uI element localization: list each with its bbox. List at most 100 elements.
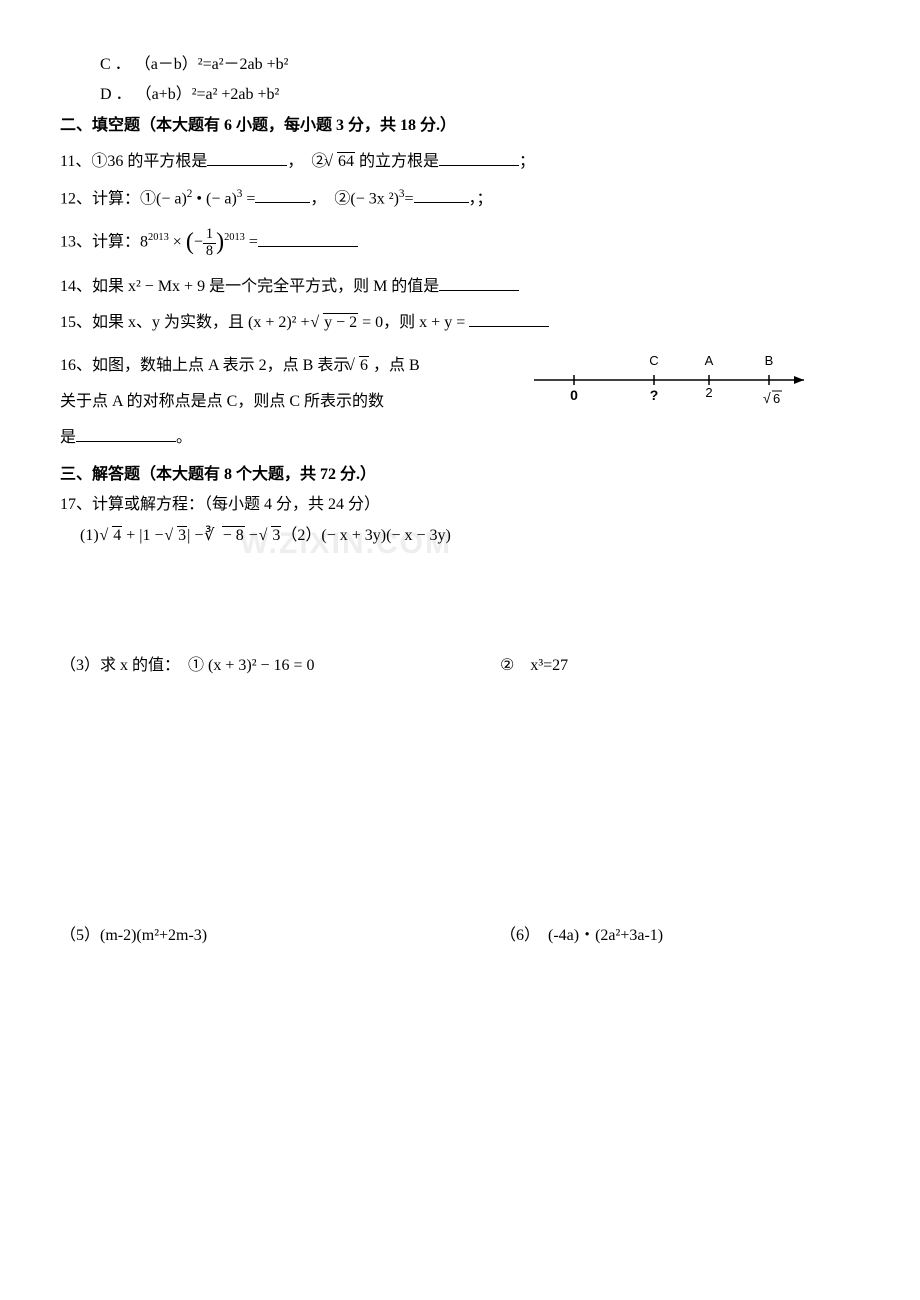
q12-eq1: = — [242, 190, 255, 207]
q16-line3b: 。 — [176, 429, 192, 446]
option-c: C ． （a－b）²=a²－2ab +b² — [100, 50, 860, 80]
option-c-expr: （a－b）²=a²－2ab +b² — [135, 56, 289, 73]
neg: − — [194, 234, 203, 251]
cbrt-val: − 8 — [222, 526, 245, 544]
sqrt4: 4 — [112, 526, 122, 544]
p2-label: （2） — [281, 527, 321, 544]
q11-tail: ； — [519, 153, 535, 170]
label-b: B — [765, 353, 774, 368]
blank — [439, 274, 519, 291]
q12-expr1b: • (− a) — [192, 190, 236, 207]
q17-p3: （3）求 x 的值： ① (x + 3)² − 16 = 0 — [60, 651, 500, 681]
p2-expr: (− x + 3y)(− x − 3y) — [321, 527, 450, 544]
spacer — [60, 681, 860, 921]
q16-line1b: ，点 B — [369, 357, 420, 374]
question-16-row: 16、如图，数轴上点 A 表示 2，点 B 表示 6 ，点 B 关于点 A 的对称… — [60, 345, 860, 460]
q16-line1a: 16、如图，数轴上点 A 表示 2，点 B 表示 — [60, 357, 349, 374]
q12-prefix: 12、计算：① — [60, 190, 156, 207]
q17-row1: W.ZIXIN.COM (1) 4 + |1 − 3| − − 8 − 3 （2… — [60, 521, 860, 551]
q13-prefix: 13、计算： — [60, 234, 140, 251]
sqrt3: 3 — [177, 526, 187, 544]
q17-p2: （2）(− x + 3y)(− x − 3y) — [281, 521, 860, 551]
q12-expr2: (− 3x ²) — [350, 190, 398, 207]
sqrt-icon: 3 — [168, 521, 188, 551]
q12-eq2: = — [405, 190, 414, 207]
tick-0: 0 — [570, 387, 578, 403]
blank — [255, 186, 310, 203]
label-a: A — [705, 353, 714, 368]
cbrt-icon: − 8 — [207, 521, 244, 551]
arrow-icon — [794, 376, 804, 384]
sqrt-val: 64 — [337, 152, 355, 170]
q15-mid: = 0，则 x + y = — [358, 314, 469, 331]
sqrt3b: 3 — [271, 526, 281, 544]
question-15: 15、如果 x、y 为实数，且 (x + 2)² + y − 2 = 0，则 x… — [60, 308, 860, 338]
option-d: D ． （a+b）²=a² +2ab +b² — [100, 80, 860, 110]
sqrt-icon: y − 2 — [314, 308, 359, 338]
question-13: 13、计算：82013 × (−18)2013 = — [60, 220, 860, 266]
q16-line3: 是。 — [60, 423, 524, 453]
p3b-label: ② x³=27 — [500, 657, 568, 674]
sqrt-icon: 64 — [327, 147, 355, 177]
q15-prefix: 15、如果 x、y 为实数，且 (x + 2)² + — [60, 314, 314, 331]
p3-expr: (x + 3)² − 16 = 0 — [204, 657, 315, 674]
q14-prefix: 14、如果 x² − Mx + 9 是一个完全平方式，则 M 的值是 — [60, 278, 439, 295]
sqrt-icon: 3 — [262, 521, 282, 551]
lparen-icon: ( — [186, 229, 194, 255]
q13-eq: = — [245, 234, 258, 251]
q17-p5: （5）(m-2)(m²+2m-3) — [60, 921, 500, 951]
q12-mid: ， ② — [310, 190, 350, 207]
q13-times: × — [169, 234, 186, 251]
rparen-icon: ) — [216, 229, 224, 255]
fraction: 18 — [203, 227, 216, 260]
question-17-header: 17、计算或解方程：（每小题 4 分，共 24 分） — [60, 490, 860, 520]
question-12: 12、计算：①(− a)2 • (− a)3 =， ②(− 3x ²)3=，； — [60, 184, 860, 215]
p5-label: （5）(m-2)(m²+2m-3) — [60, 927, 207, 944]
frac-num: 1 — [203, 227, 216, 244]
blank — [469, 310, 549, 327]
question-16: 16、如图，数轴上点 A 表示 2，点 B 表示 6 ，点 B — [60, 351, 524, 381]
q17-p6: （6） (-4a)・(2a²+3a-1) — [500, 921, 860, 951]
section-2-header: 二、填空题（本大题有 6 小题，每小题 3 分，共 18 分.） — [60, 111, 860, 141]
question-11: 11、①36 的平方根是 ， ② 64 的立方根是 ； — [60, 147, 860, 177]
p6-label: （6） (-4a)・(2a²+3a-1) — [500, 927, 663, 944]
frac-den: 8 — [203, 244, 216, 260]
blank — [207, 149, 287, 166]
q13-base: 8 — [140, 234, 148, 251]
tick-sqrt6-val: 6 — [773, 391, 780, 406]
blank — [76, 425, 176, 442]
tick-sqrt6: √ — [763, 390, 771, 406]
question-14: 14、如果 x² − Mx + 9 是一个完全平方式，则 M 的值是 — [60, 272, 860, 302]
abs-l: |1 − — [139, 527, 167, 544]
q17-p1: (1) 4 + |1 − 3| − − 8 − 3 — [60, 521, 281, 551]
q16-line3a: 是 — [60, 429, 76, 446]
blank — [414, 186, 469, 203]
number-line-diagram: C A B 0 ? 2 √ 6 — [524, 345, 824, 415]
sqrt-icon: 4 — [103, 521, 123, 551]
sqrt-val: 6 — [359, 356, 369, 374]
q12-tail: ，； — [469, 190, 493, 207]
p3-label: （3）求 x 的值： ① — [60, 657, 204, 674]
q11-mid: ， ② — [287, 153, 327, 170]
tick-2: 2 — [705, 385, 712, 400]
plus: + — [122, 527, 139, 544]
sqrt-val: y − 2 — [323, 313, 358, 331]
spacer — [60, 551, 860, 651]
q11-prefix: 11、①36 的平方根是 — [60, 153, 207, 170]
q16-line2: 关于点 A 的对称点是点 C，则点 C 所表示的数 — [60, 387, 524, 417]
sqrt-icon: 6 — [349, 351, 369, 381]
q13-exp2: 2013 — [224, 232, 245, 243]
blank — [439, 149, 519, 166]
tick-q: ? — [650, 387, 659, 403]
label-c: C — [649, 353, 658, 368]
q17-row2: （3）求 x 的值： ① (x + 3)² − 16 = 0 ② x³=27 — [60, 651, 860, 681]
q17-row3: （5）(m-2)(m²+2m-3) （6） (-4a)・(2a²+3a-1) — [60, 921, 860, 951]
option-c-label: C ． — [100, 56, 131, 73]
q17-p3b: ② x³=27 — [500, 651, 860, 681]
option-d-expr: （a+b）²=a² +2ab +b² — [136, 86, 280, 103]
q11-suffix: 的立方根是 — [355, 153, 439, 170]
q13-exp1: 2013 — [148, 232, 169, 243]
q12-expr1a: (− a) — [156, 190, 187, 207]
section-3-header: 三、解答题（本大题有 8 个大题，共 72 分.） — [60, 460, 860, 490]
blank — [258, 230, 358, 247]
